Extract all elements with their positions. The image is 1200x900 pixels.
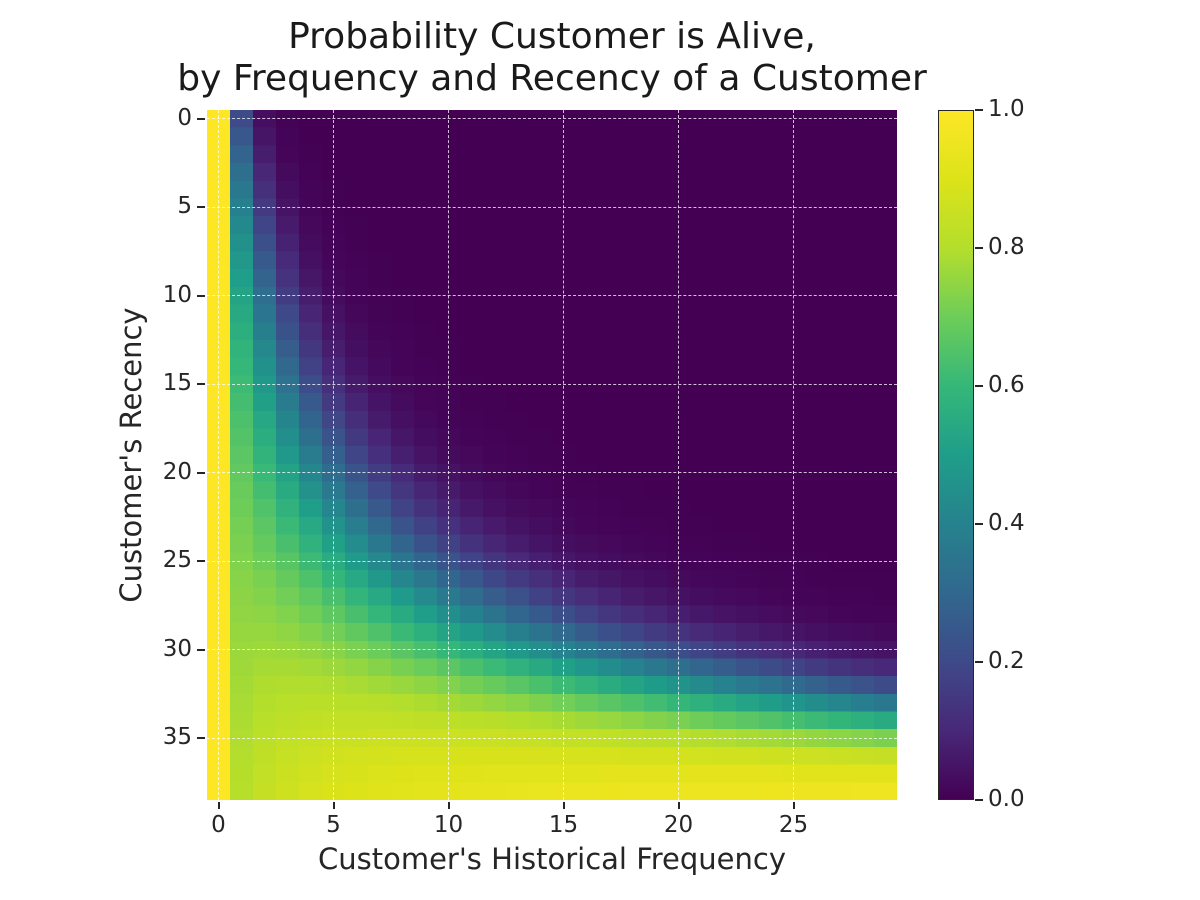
x-tick-mark [217,802,220,809]
colorbar-tick-mark [975,799,983,801]
y-tick-label: 5 [177,193,192,220]
colorbar-tick-mark [975,247,983,249]
x-tick-mark [677,802,680,809]
y-tick-mark [197,294,205,297]
x-tick-mark [792,802,795,809]
colorbar-tick-label: 0.6 [988,372,1025,398]
y-tick-label: 35 [162,724,192,751]
x-tick-label: 5 [326,812,341,838]
y-tick-label: 0 [177,104,192,131]
colorbar-tick-label: 0.0 [988,786,1025,812]
x-axis-label: Customer's Historical Frequency [317,842,787,876]
y-tick-mark [197,206,205,209]
y-tick-mark [197,471,205,474]
x-tick-mark [447,802,450,809]
x-tick-label: 0 [211,812,226,838]
colorbar-tick-mark [975,523,983,525]
colorbar-tick-label: 0.4 [988,510,1025,536]
y-tick-mark [197,737,205,740]
y-tick-label: 10 [162,281,192,308]
y-tick-mark [197,383,205,386]
chart-title-line1: Probability Customer is Alive, [288,16,816,57]
chart-title-line2: by Frequency and Recency of a Customer [177,58,927,100]
x-tick-label: 25 [778,812,809,838]
colorbar [938,110,974,800]
x-tick-mark [332,802,335,809]
x-tick-label: 20 [663,812,694,838]
colorbar-tick-mark [975,661,983,663]
colorbar-tick-label: 0.2 [988,648,1025,674]
y-tick-mark [197,117,205,120]
colorbar-tick-mark [975,109,983,111]
chart-title: Probability Customer is Alive, by Freque… [52,16,1052,101]
x-tick-label: 15 [548,812,579,838]
x-tick-mark [562,802,565,809]
colorbar-tick-mark [975,385,983,387]
heatmap-plot-area [207,110,897,800]
heatmap-canvas [207,110,897,800]
y-tick-label: 30 [162,635,192,662]
x-tick-label: 10 [433,812,464,838]
y-tick-mark [197,648,205,651]
y-axis-label: Customer's Recency [114,307,148,603]
y-tick-mark [197,560,205,563]
colorbar-tick-label: 0.8 [988,234,1025,260]
